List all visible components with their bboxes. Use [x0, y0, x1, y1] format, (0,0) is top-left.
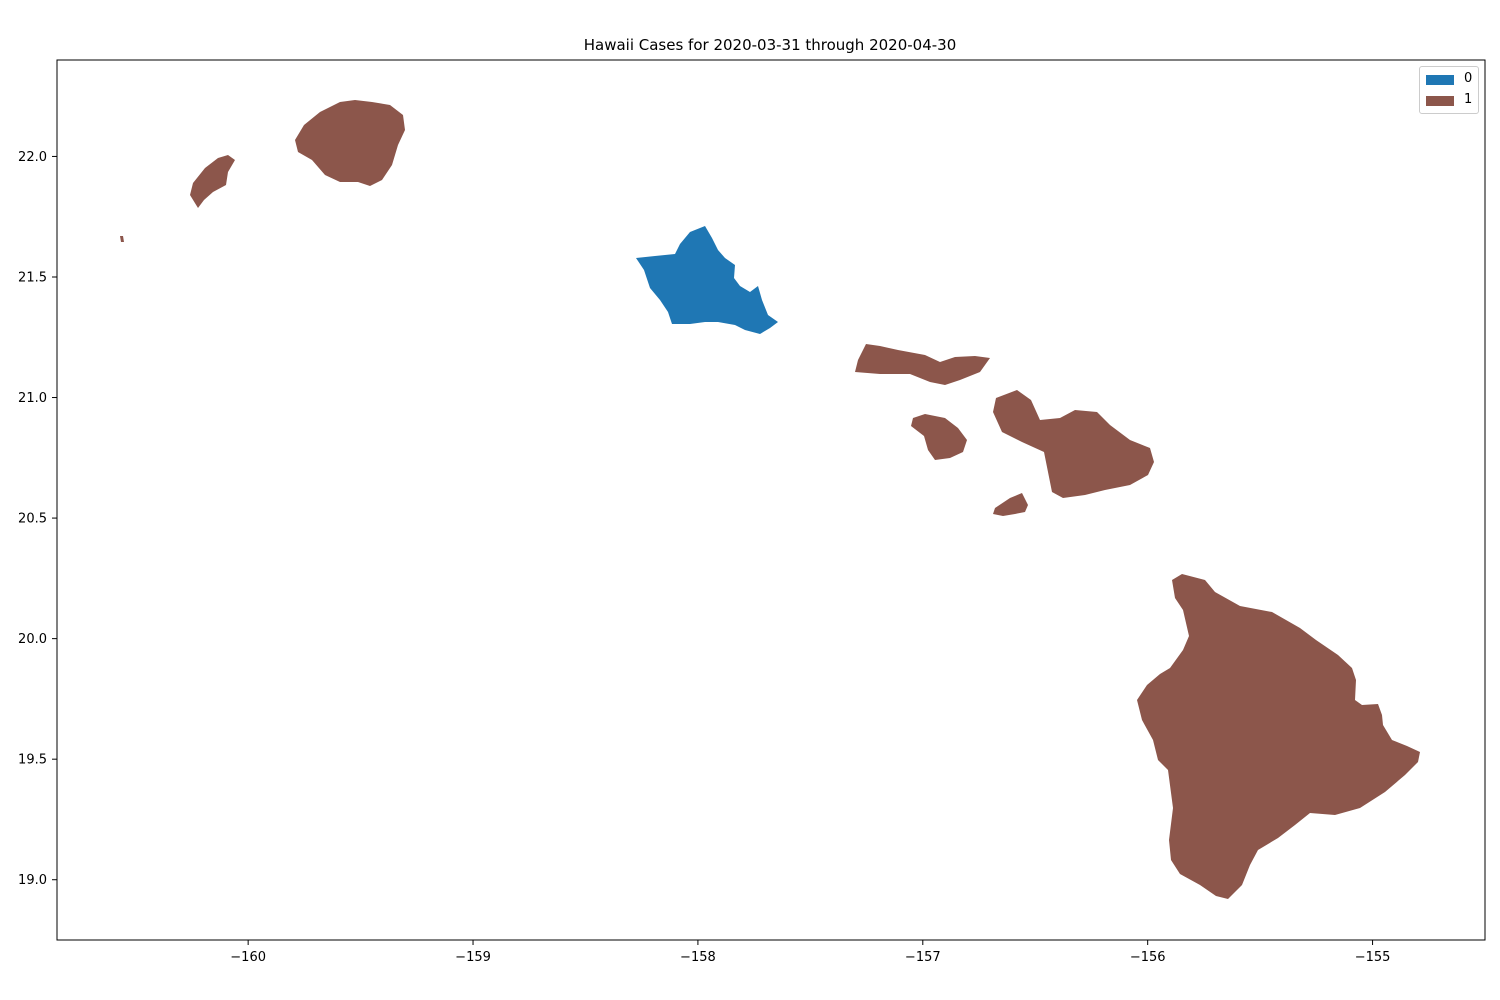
chart-title: Hawaii Cases for 2020-03-31 through 2020…: [584, 36, 957, 54]
legend-label-1: 1: [1464, 92, 1473, 107]
y-tick-label: 20.0: [18, 632, 47, 647]
y-tick-label: 21.5: [18, 270, 47, 285]
x-tick-label: −157: [905, 950, 941, 965]
island-lanai: [911, 414, 967, 460]
x-tick-label: −159: [455, 950, 491, 965]
y-tick-label: 19.5: [18, 753, 47, 768]
legend-swatch-1: [1426, 96, 1454, 106]
legend-label-0: 0: [1464, 71, 1473, 86]
x-tick-label: −160: [230, 950, 266, 965]
legend-swatch-0: [1426, 75, 1454, 85]
x-tick-label: −158: [680, 950, 716, 965]
island-kahoolawe: [993, 493, 1028, 516]
island-hawaii: [1137, 574, 1420, 899]
x-tick-label: −156: [1130, 950, 1166, 965]
island-oahu: [636, 226, 778, 334]
island-molokai: [855, 344, 990, 385]
legend: 0 1: [1419, 66, 1479, 114]
y-tick-label: 20.5: [18, 512, 47, 527]
y-tick-label: 21.0: [18, 391, 47, 406]
y-axis-ticks: 19.0 19.5 20.0 20.5 21.0 21.5 22.0: [18, 150, 57, 888]
island-regions: [120, 100, 1420, 899]
island-kauai: [295, 100, 405, 186]
y-tick-label: 19.0: [18, 873, 47, 888]
x-tick-label: −155: [1355, 950, 1391, 965]
plot-area-frame: [56, 59, 1486, 941]
x-axis-ticks: −160 −159 −158 −157 −156 −155: [230, 940, 1390, 965]
y-tick-label: 22.0: [18, 150, 47, 165]
island-lehua: [120, 236, 124, 242]
island-niihau: [190, 155, 235, 208]
island-maui: [993, 390, 1154, 498]
